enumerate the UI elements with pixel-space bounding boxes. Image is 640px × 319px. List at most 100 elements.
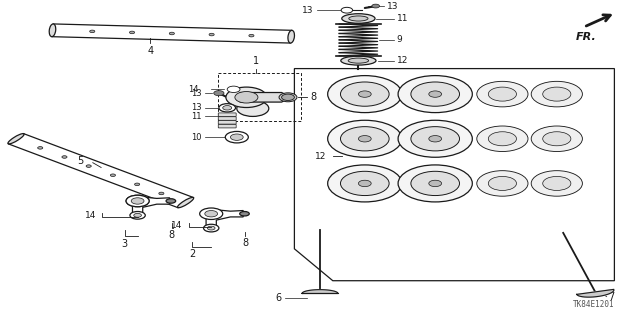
Circle shape xyxy=(328,120,402,157)
Circle shape xyxy=(543,132,571,146)
Circle shape xyxy=(279,93,297,102)
Circle shape xyxy=(249,34,254,37)
Circle shape xyxy=(209,33,214,36)
Circle shape xyxy=(340,171,389,196)
Circle shape xyxy=(328,76,402,113)
Circle shape xyxy=(429,180,442,187)
Circle shape xyxy=(235,92,258,103)
Circle shape xyxy=(341,7,353,13)
Circle shape xyxy=(200,208,223,219)
Circle shape xyxy=(227,86,240,93)
Circle shape xyxy=(340,82,389,106)
FancyBboxPatch shape xyxy=(218,117,236,120)
Circle shape xyxy=(411,127,460,151)
Text: 1: 1 xyxy=(253,56,259,66)
Circle shape xyxy=(477,81,528,107)
Circle shape xyxy=(110,174,115,176)
Circle shape xyxy=(225,131,248,143)
Circle shape xyxy=(134,183,140,186)
Circle shape xyxy=(340,127,389,151)
Circle shape xyxy=(86,165,92,167)
Circle shape xyxy=(129,31,134,34)
Text: 11: 11 xyxy=(191,112,202,121)
Circle shape xyxy=(429,136,442,142)
Circle shape xyxy=(398,120,472,157)
Text: 8: 8 xyxy=(168,230,175,240)
Text: 13: 13 xyxy=(191,103,202,112)
Circle shape xyxy=(130,211,145,219)
Circle shape xyxy=(214,91,224,96)
Circle shape xyxy=(398,165,472,202)
Circle shape xyxy=(134,213,141,217)
Circle shape xyxy=(90,30,95,33)
FancyBboxPatch shape xyxy=(218,124,236,128)
Ellipse shape xyxy=(177,197,194,208)
Text: 5: 5 xyxy=(77,156,83,166)
Circle shape xyxy=(159,192,164,195)
Circle shape xyxy=(372,4,380,8)
Text: 12: 12 xyxy=(315,152,326,161)
Text: 12: 12 xyxy=(397,56,408,65)
Circle shape xyxy=(237,100,269,116)
Circle shape xyxy=(223,106,232,110)
Polygon shape xyxy=(302,290,338,293)
Circle shape xyxy=(328,165,402,202)
Circle shape xyxy=(531,81,582,107)
Text: 9: 9 xyxy=(397,35,403,44)
Circle shape xyxy=(398,76,472,113)
Text: 7: 7 xyxy=(608,292,614,302)
Text: 11: 11 xyxy=(397,14,408,23)
Text: 3: 3 xyxy=(122,239,128,249)
Circle shape xyxy=(226,87,267,108)
Circle shape xyxy=(543,176,571,190)
Circle shape xyxy=(488,132,516,146)
Ellipse shape xyxy=(349,16,368,21)
FancyBboxPatch shape xyxy=(218,113,236,116)
Ellipse shape xyxy=(240,211,250,216)
Circle shape xyxy=(126,195,149,207)
Polygon shape xyxy=(294,69,614,281)
Circle shape xyxy=(205,211,218,217)
Text: 13: 13 xyxy=(191,89,202,98)
FancyBboxPatch shape xyxy=(218,121,236,124)
Text: 13: 13 xyxy=(302,6,314,15)
Polygon shape xyxy=(8,134,193,208)
Circle shape xyxy=(219,104,236,112)
Ellipse shape xyxy=(166,199,175,203)
Ellipse shape xyxy=(288,30,294,43)
Circle shape xyxy=(204,224,219,232)
Text: TK84E1201: TK84E1201 xyxy=(573,300,614,309)
Circle shape xyxy=(543,87,571,101)
Text: FR.: FR. xyxy=(576,32,596,42)
Polygon shape xyxy=(132,197,170,215)
Ellipse shape xyxy=(49,24,56,37)
Circle shape xyxy=(126,195,149,207)
Circle shape xyxy=(488,87,516,101)
Text: 13: 13 xyxy=(387,2,399,11)
Circle shape xyxy=(282,94,294,100)
Ellipse shape xyxy=(8,134,24,144)
Polygon shape xyxy=(240,93,288,102)
Text: 2: 2 xyxy=(189,249,195,259)
Circle shape xyxy=(358,136,371,142)
Circle shape xyxy=(411,82,460,106)
Ellipse shape xyxy=(348,58,369,63)
Ellipse shape xyxy=(341,56,376,65)
Circle shape xyxy=(131,198,144,204)
Polygon shape xyxy=(577,289,614,297)
Polygon shape xyxy=(206,210,243,228)
Circle shape xyxy=(477,126,528,152)
Text: 14: 14 xyxy=(84,211,96,219)
Circle shape xyxy=(358,180,371,187)
Ellipse shape xyxy=(342,14,375,23)
Text: 8: 8 xyxy=(242,238,248,248)
Polygon shape xyxy=(52,24,292,43)
Circle shape xyxy=(477,171,528,196)
Text: 8: 8 xyxy=(310,92,317,102)
Circle shape xyxy=(531,126,582,152)
Circle shape xyxy=(38,147,43,149)
Text: 10: 10 xyxy=(191,133,202,142)
Text: 14: 14 xyxy=(171,221,182,230)
Text: 4: 4 xyxy=(147,46,154,56)
Circle shape xyxy=(169,32,174,35)
